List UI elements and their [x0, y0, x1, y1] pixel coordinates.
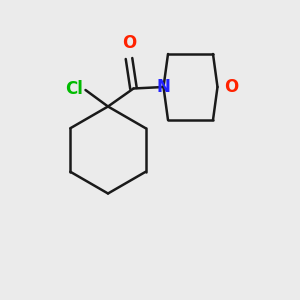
Text: N: N: [157, 78, 170, 96]
Text: O: O: [224, 78, 238, 96]
Text: Cl: Cl: [65, 80, 83, 98]
Text: O: O: [122, 34, 136, 52]
